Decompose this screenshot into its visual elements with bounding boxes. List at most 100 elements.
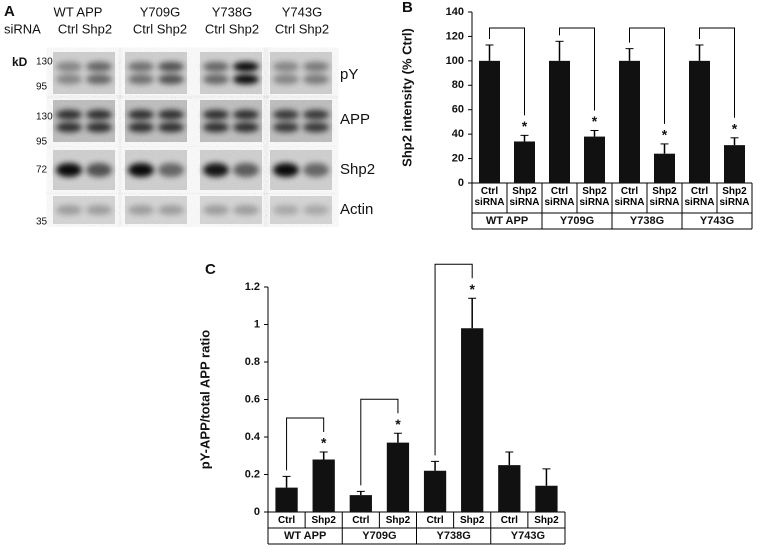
blot-band [56,61,82,72]
kd-label: kD [12,55,28,69]
blot-band [158,109,184,120]
blot-band [86,205,112,215]
y-tick-label: 20 [452,152,464,164]
lane-label: Ctrl Shp2 [205,21,259,36]
category-cell: Ctrl siRNA [614,186,645,208]
category-cell: Ctrl [352,515,370,526]
row-label: Shp2 [340,161,375,178]
bar [584,136,605,183]
row-label: Actin [340,201,373,218]
blot-band [303,122,329,133]
category-cell: Ctrl siRNA [474,186,504,208]
lane-label: Ctrl Shp2 [275,21,329,36]
blot-band [128,163,154,177]
blot-band [128,61,154,72]
x-tick-label: Shp2 [311,515,336,526]
bar [423,470,447,512]
blot-band [203,61,229,72]
group-label: Y738G [437,530,471,542]
blot-band [128,205,154,215]
y-tick-label: 140 [446,6,464,18]
significance: * [522,118,528,134]
y-tick-label: 1 [254,318,260,330]
x-tick-label: Ctrl [426,515,444,526]
group-label: Y738G [630,215,664,227]
category-cell: Shp2 siRNA [579,186,610,208]
x-tick-label: Ctrl siRNA [614,186,645,208]
bar [514,141,535,183]
x-tick-label: Shp2 siRNA [509,186,540,208]
group-label: Y709G [362,530,396,542]
significance: * [592,113,598,129]
y-tick-label: 0.8 [245,356,260,368]
group-label: WT APP [284,530,326,542]
lane-label: Ctrl Shp2 [133,21,187,36]
bracket [629,27,665,124]
blot-band [233,122,259,133]
blot-band [273,61,299,72]
significance: * [321,435,327,451]
blot-band [56,122,82,133]
blot-band [273,205,299,215]
category-cell: Ctrl siRNA [544,186,574,208]
blot-band [233,61,259,72]
blot-band [158,163,184,177]
group-label: Y743G [511,530,545,542]
blot-band [273,74,299,85]
bar [654,153,675,183]
blot-band [86,122,112,133]
lane-label: Ctrl Shp2 [58,21,112,36]
blot-band [273,122,299,133]
bracket [434,263,473,456]
bracket [286,417,325,471]
mw-marker: 95 [36,82,48,93]
x-tick-label: Shp2 siRNA [579,186,610,208]
significance: * [662,127,668,143]
category-cell: Shp2 [386,515,410,526]
blot-band [233,74,259,85]
significance: * [395,416,401,432]
blot-noise [200,100,262,142]
x-tick-label: Ctrl siRNA [684,186,715,208]
bar [479,60,500,183]
blot-band [158,61,184,72]
blot-band [303,163,329,177]
blot-band [303,205,329,215]
y-tick-label: 0.4 [245,431,261,443]
mw-marker: 130 [36,57,53,68]
category-cell: Shp2 [460,515,484,526]
y-tick-label: 80 [452,79,464,91]
bar [386,442,410,512]
group-label: Y709G [560,215,594,227]
blot-band [303,74,329,85]
blot-band [56,74,82,85]
mw-marker: 35 [36,217,48,228]
blot-band [203,122,229,133]
row-label: pY [340,66,358,83]
significance: * [469,281,475,297]
category-cell: Ctrl siRNA [684,186,715,208]
sirna-label: siRNA [4,21,41,36]
y-tick-label: 100 [446,55,464,67]
blot-band [303,61,329,72]
panel-label: C [205,261,216,278]
group-label: Y738G [212,4,252,19]
blot-band [203,205,229,215]
x-tick-label: Shp2 [534,515,559,526]
blot-band [56,163,82,177]
blot-noise [125,100,187,142]
x-tick-label: Ctrl [352,515,370,526]
row-label: APP [340,111,370,128]
y-axis-label: Shp2 intensity (% Ctrl) [399,28,414,167]
category-cell: Shp2 siRNA [719,186,749,208]
blot-band [203,109,229,120]
group-label: Y743G [700,215,734,227]
y-tick-label: 120 [446,30,464,42]
bar [535,485,558,512]
category-cell: Shp2 siRNA [509,186,540,208]
blot-band [56,109,82,120]
blot-band [233,205,259,215]
category-cell: Ctrl [501,515,518,526]
blot-band [86,109,112,120]
